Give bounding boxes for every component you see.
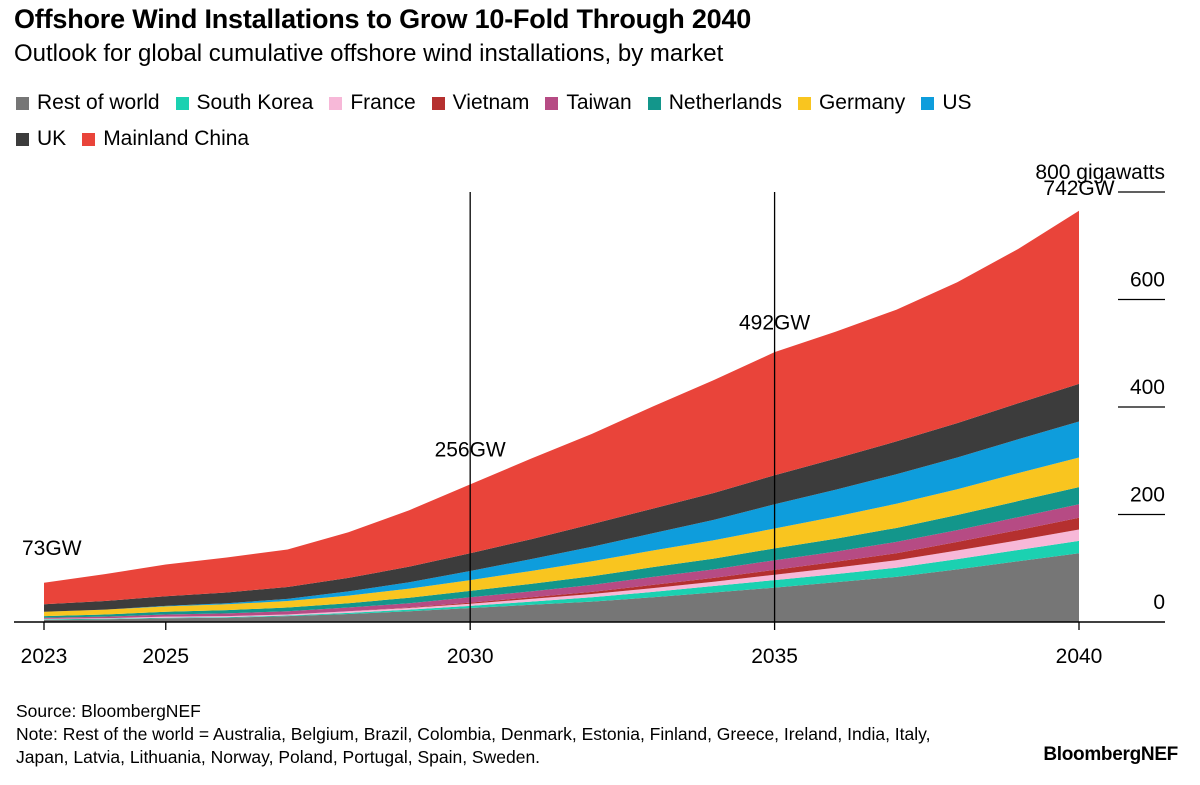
legend-item-us: US	[921, 91, 972, 115]
area-layers	[44, 210, 1079, 622]
legend-swatch	[545, 96, 559, 110]
brand-logo: BloombergNEF	[1043, 744, 1178, 765]
legend-swatch	[921, 96, 935, 110]
total-annotation: 256GW	[435, 438, 506, 461]
y-tick-label: 0	[1153, 591, 1165, 614]
legend-label: Germany	[818, 91, 906, 114]
legend-label: Mainland China	[103, 127, 250, 150]
source-note: Source: BloombergNEF	[16, 701, 201, 721]
x-tick-label: 2025	[142, 645, 189, 668]
chart-footer: Source: BloombergNEF Note: Rest of the w…	[16, 700, 976, 769]
area-series-rest-of-world	[44, 553, 1079, 622]
x-tick-label: 2030	[447, 645, 494, 668]
legend-label: Netherlands	[668, 91, 782, 114]
legend-label: US	[942, 91, 972, 114]
legend-item-vietnam: Vietnam	[431, 91, 530, 115]
y-tick-label: 200	[1130, 484, 1165, 507]
legend-item-rest-of-world: Rest of world	[16, 91, 160, 115]
footnote: Note: Rest of the world = Australia, Bel…	[16, 724, 931, 767]
y-tick-label: 400	[1130, 376, 1165, 399]
y-tick-label: 800 gigawatts	[1035, 161, 1165, 184]
x-tick-label: 2023	[21, 645, 68, 668]
legend-swatch	[431, 96, 445, 110]
area-series-mainland-china	[44, 210, 1079, 605]
chart-legend: Rest of world South Korea France Vietnam Tai…	[16, 91, 1166, 151]
legend-item-france: France	[329, 91, 416, 115]
legend-swatch	[647, 96, 661, 110]
legend-swatch	[797, 96, 811, 110]
legend-label: UK	[37, 127, 67, 150]
legend-item-taiwan: Taiwan	[545, 91, 632, 115]
legend-label: Vietnam	[452, 91, 530, 114]
legend-label: Rest of world	[37, 91, 160, 114]
legend-swatch	[175, 96, 189, 110]
legend-item-germany: Germany	[797, 91, 906, 115]
x-tick-label: 2040	[1056, 645, 1103, 668]
legend-swatch	[329, 96, 343, 110]
legend-item-uk: UK	[16, 127, 66, 151]
legend-item-netherlands: Netherlands	[647, 91, 782, 115]
legend-item-mainland-china: Mainland China	[82, 127, 249, 151]
legend-swatch	[82, 132, 96, 146]
chart-title: Offshore Wind Installations to Grow 10-F…	[14, 4, 752, 34]
legend-label: South Korea	[196, 91, 314, 114]
legend-label: France	[350, 91, 416, 114]
x-tick-label: 2035	[751, 645, 798, 668]
legend-label: Taiwan	[566, 91, 632, 114]
total-annotation: 492GW	[739, 312, 810, 335]
chart-subtitle: Outlook for global cumulative offshore w…	[14, 40, 724, 67]
y-tick-label: 600	[1130, 269, 1165, 292]
total-annotation: 73GW	[22, 537, 82, 560]
legend-item-south-korea: South Korea	[175, 91, 314, 115]
total-annotation: 742GW	[1043, 177, 1114, 200]
legend-swatch	[16, 96, 29, 110]
legend-swatch	[16, 132, 29, 146]
